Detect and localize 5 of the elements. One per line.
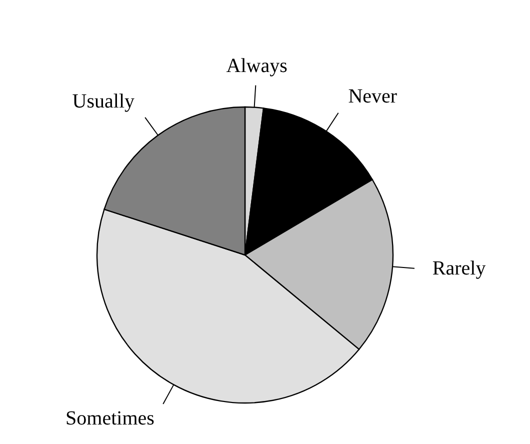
slice-label: Rarely <box>432 257 486 280</box>
slice-label: Always <box>226 54 288 77</box>
slice-label: Sometimes <box>66 407 155 430</box>
slice-label: Usually <box>72 90 134 112</box>
slice-label: Never <box>348 85 398 108</box>
